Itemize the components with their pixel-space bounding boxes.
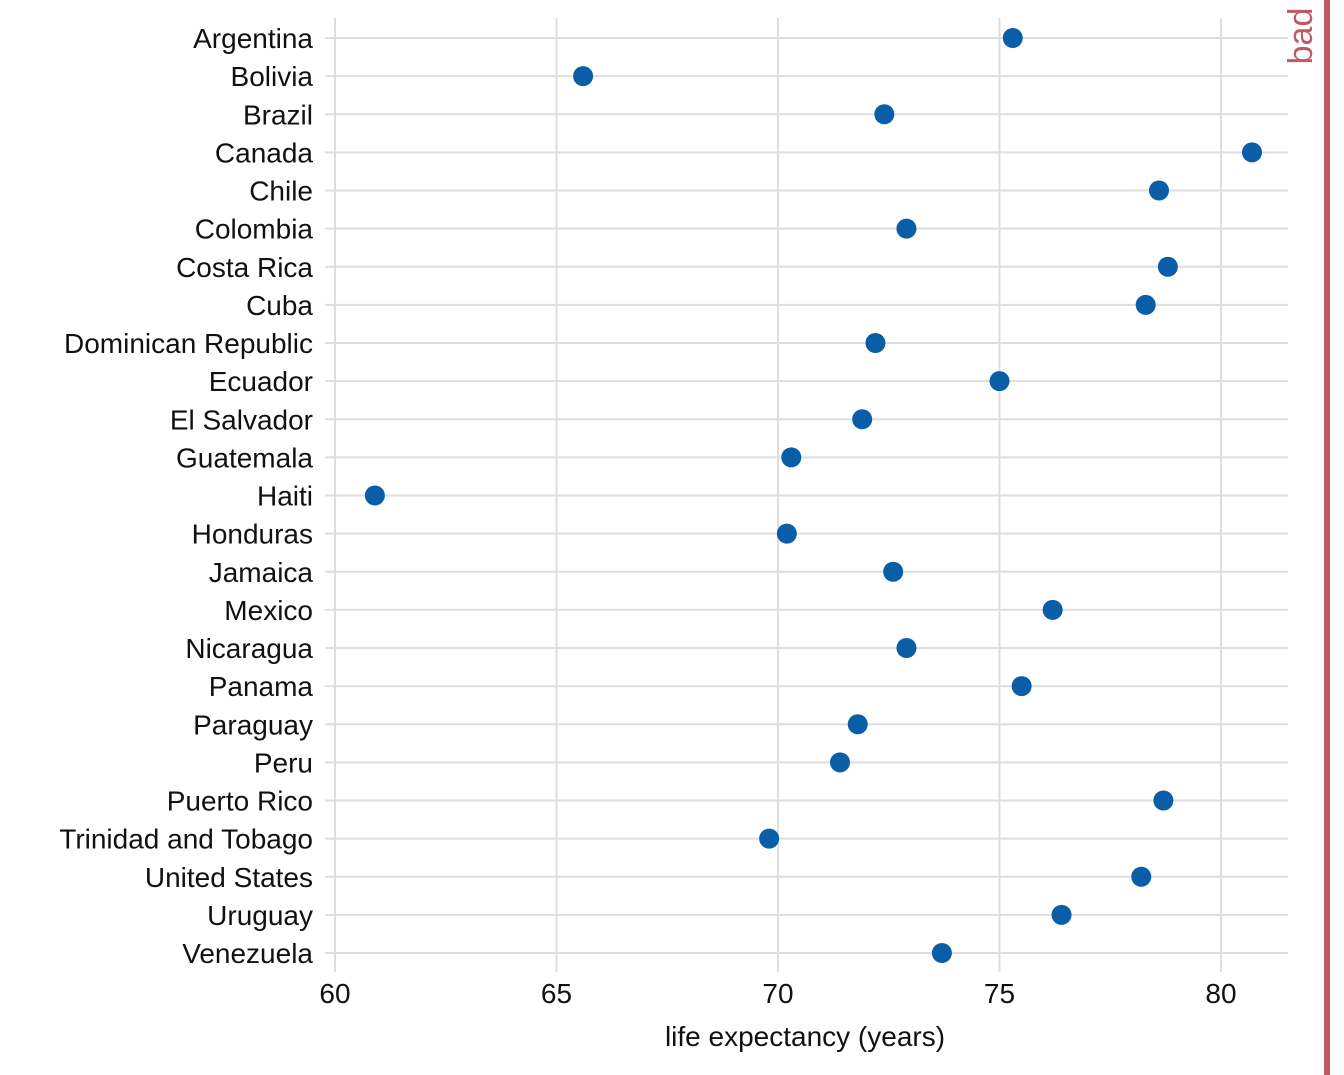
data-point bbox=[1157, 256, 1178, 277]
data-point bbox=[1011, 676, 1032, 697]
data-point bbox=[931, 943, 952, 963]
data-point bbox=[1135, 294, 1156, 315]
y-tick-label: Bolivia bbox=[231, 61, 314, 92]
data-point bbox=[865, 333, 886, 353]
data-point bbox=[852, 409, 873, 430]
x-tick-label: 70 bbox=[762, 978, 793, 1009]
data-points bbox=[364, 28, 1263, 963]
data-point bbox=[759, 828, 780, 849]
data-point bbox=[883, 561, 904, 582]
data-point bbox=[1153, 790, 1174, 811]
y-tick-label: Mexico bbox=[224, 595, 313, 626]
y-tick-label: Costa Rica bbox=[176, 252, 313, 283]
data-point bbox=[1002, 28, 1023, 48]
y-tick-label: Paraguay bbox=[193, 709, 313, 740]
data-point bbox=[989, 371, 1010, 392]
y-tick-label: Peru bbox=[254, 747, 313, 778]
y-tick-label: Colombia bbox=[195, 214, 314, 245]
y-tick-label: Canada bbox=[215, 137, 314, 168]
x-tick-label: 65 bbox=[541, 978, 572, 1009]
x-axis-title: life expectancy (years) bbox=[665, 1021, 945, 1052]
y-tick-label: Ecuador bbox=[209, 366, 313, 397]
x-tick-labels: 60 65 70 75 80 bbox=[319, 978, 1236, 1009]
data-point bbox=[874, 104, 895, 125]
data-point bbox=[573, 66, 594, 87]
x-tick-label: 60 bbox=[319, 978, 350, 1009]
y-tick-label: Brazil bbox=[243, 99, 313, 130]
y-tick-label: Honduras bbox=[192, 519, 313, 550]
data-point bbox=[1051, 904, 1072, 925]
data-point bbox=[830, 752, 851, 773]
data-point bbox=[781, 447, 802, 468]
y-tick-label: Trinidad and Tobago bbox=[59, 824, 313, 855]
data-point bbox=[896, 218, 917, 239]
y-tick-label: United States bbox=[145, 862, 313, 893]
y-tick-label: Nicaragua bbox=[185, 633, 313, 664]
data-point bbox=[1242, 142, 1263, 163]
y-tick-label: El Salvador bbox=[170, 404, 313, 435]
data-point bbox=[1042, 599, 1063, 620]
y-tick-label: Chile bbox=[249, 176, 313, 207]
bad-annotation-label: bad bbox=[1282, 8, 1320, 65]
y-tick-label: Dominican Republic bbox=[64, 328, 313, 359]
y-tick-label: Puerto Rico bbox=[167, 786, 313, 817]
data-point bbox=[1148, 180, 1169, 201]
y-tick-label: Argentina bbox=[193, 23, 313, 54]
y-tick-label: Uruguay bbox=[207, 900, 313, 931]
y-tick-label: Haiti bbox=[257, 481, 313, 512]
data-point bbox=[1131, 866, 1152, 887]
data-point bbox=[776, 523, 797, 544]
y-tick-label: Cuba bbox=[246, 290, 313, 321]
data-point bbox=[364, 485, 385, 506]
y-tick-label: Panama bbox=[209, 671, 314, 702]
x-tick-label: 80 bbox=[1205, 978, 1236, 1009]
x-tick-label: 75 bbox=[984, 978, 1015, 1009]
data-point bbox=[847, 714, 868, 735]
y-tick-label: Venezuela bbox=[182, 938, 313, 969]
y-tick-label: Guatemala bbox=[176, 442, 313, 473]
data-point bbox=[896, 638, 917, 658]
y-tick-label: Jamaica bbox=[209, 557, 314, 588]
y-gridlines bbox=[325, 37, 1288, 954]
y-tick-labels: Argentina Bolivia Brazil Canada Chile Colombi… bbox=[59, 23, 313, 969]
